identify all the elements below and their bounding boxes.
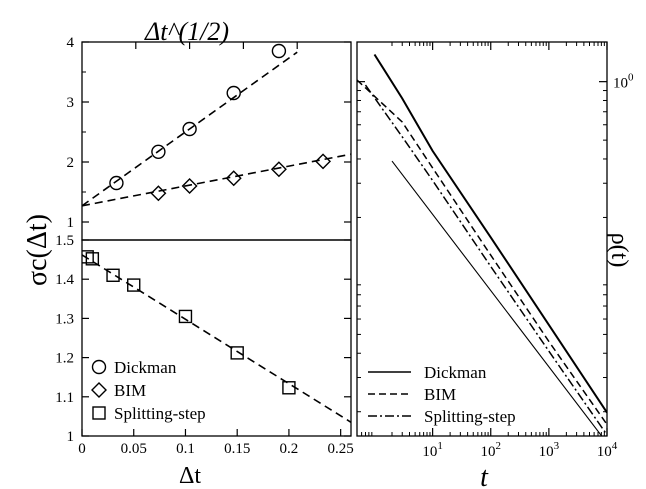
fit-line bbox=[82, 153, 351, 207]
series-splitting-step-line bbox=[364, 84, 607, 436]
data-point bbox=[282, 381, 296, 395]
series-splitting-step bbox=[82, 250, 351, 423]
data-point bbox=[109, 175, 124, 191]
legend-left: Dickman BIM Splitting-step bbox=[91, 358, 206, 423]
right-x-axis-label: t bbox=[480, 462, 489, 489]
x-tick-label: 101 bbox=[422, 440, 443, 460]
x-tick-label: 0.25 bbox=[328, 441, 354, 457]
series-bim-line bbox=[357, 79, 607, 425]
legend-marker bbox=[91, 382, 107, 398]
data-point bbox=[82, 250, 94, 264]
x-tick-label: 0.05 bbox=[121, 441, 147, 457]
x-tick-label: 103 bbox=[539, 440, 560, 460]
data-point bbox=[315, 153, 332, 170]
data-point bbox=[225, 170, 242, 187]
bottom-left-x-axis-label: Δt bbox=[179, 463, 201, 489]
legend-right: Dickman BIM Splitting-step bbox=[368, 363, 516, 426]
right-panel: 101 102 103 104 100 Dickman BIM Splitting-step bbox=[356, 41, 634, 460]
x-tick-label: 102 bbox=[480, 440, 501, 460]
x-tick-label: 0.15 bbox=[224, 441, 250, 457]
y-tick-label: 1.3 bbox=[55, 311, 74, 327]
y-tick-label: 1 bbox=[67, 215, 75, 231]
series-dickman bbox=[82, 43, 298, 207]
legend-marker bbox=[91, 359, 107, 375]
y-tick-label: 1 bbox=[67, 429, 75, 445]
legend-label: Dickman bbox=[114, 358, 177, 377]
legend-label: BIM bbox=[114, 381, 146, 400]
data-point bbox=[151, 144, 166, 160]
x-tick-label: 0 bbox=[78, 441, 86, 457]
y-tick-label: 100 bbox=[613, 72, 634, 92]
legend-label: Splitting-step bbox=[114, 404, 206, 423]
series-bim bbox=[82, 153, 351, 207]
y-tick-label: 3 bbox=[67, 95, 75, 111]
y-tick-label: 4 bbox=[67, 35, 75, 51]
data-point bbox=[230, 346, 244, 360]
plot-frame bbox=[81, 239, 352, 437]
x-tick-label: 0.1 bbox=[176, 441, 195, 457]
legend-label: BIM bbox=[424, 385, 456, 404]
data-point bbox=[127, 278, 141, 292]
y-axis-label-left: σc(Δt) bbox=[22, 214, 53, 286]
y-tick-label: 2 bbox=[67, 155, 75, 171]
fit-line bbox=[82, 254, 351, 423]
data-point bbox=[181, 178, 198, 194]
bottom-left-panel: 1 1.1 1.2 1.3 1.4 1.5 0 0.05 0.1 0.15 0.2 0.25 Dickm… bbox=[55, 233, 354, 457]
data-point bbox=[182, 121, 197, 137]
reference-line bbox=[391, 160, 603, 436]
plot-frame bbox=[81, 41, 352, 241]
fit-line bbox=[82, 51, 298, 207]
data-point bbox=[271, 43, 287, 59]
y-tick-label: 1.2 bbox=[55, 351, 74, 367]
y-tick-label: 1.5 bbox=[55, 233, 74, 249]
x-tick-label: 104 bbox=[597, 440, 618, 460]
data-point bbox=[150, 185, 167, 202]
top-axis-label: Δt^(1/2) bbox=[144, 17, 229, 46]
top-left-panel: 1 2 3 4 bbox=[67, 35, 352, 241]
legend-marker bbox=[92, 406, 106, 420]
legend-label: Splitting-step bbox=[424, 407, 516, 426]
series-dickman-line bbox=[373, 53, 607, 414]
y-tick-label: 1.4 bbox=[55, 272, 74, 288]
data-point bbox=[226, 85, 241, 101]
x-tick-label: 0.2 bbox=[280, 441, 299, 457]
right-y-axis-label: ρ(t) bbox=[606, 233, 632, 268]
legend-label: Dickman bbox=[424, 363, 487, 382]
data-point bbox=[85, 252, 100, 266]
data-point bbox=[106, 268, 120, 282]
y-tick-label: 1.1 bbox=[55, 390, 74, 406]
data-point bbox=[270, 161, 287, 178]
data-point bbox=[178, 309, 193, 324]
